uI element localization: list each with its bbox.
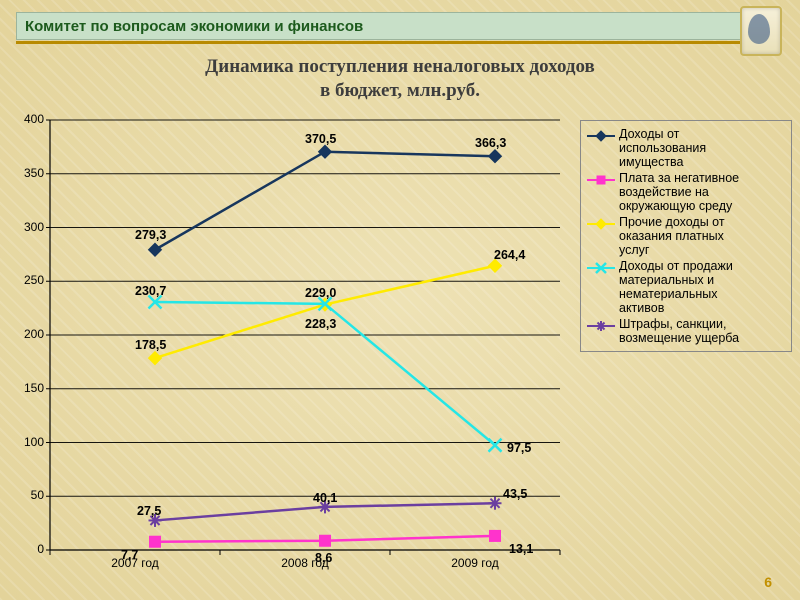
y-tick-label: 150 [14,381,44,395]
legend-label: Доходы от продажи материальных и нематер… [619,259,757,315]
data-label: 8,6 [315,551,332,565]
data-label: 43,5 [503,487,527,501]
data-label: 229,0 [305,286,336,300]
data-label: 27,5 [137,504,161,518]
legend-label: Доходы от использования имущества [619,127,757,169]
y-tick-label: 100 [14,435,44,449]
legend-item: Прочие доходы от оказания платных услуг [587,215,757,257]
legend-label: Плата за негативное воздействие на окруж… [619,171,757,213]
legend-item: Доходы от продажи материальных и нематер… [587,259,757,315]
data-label: 7,7 [121,548,138,562]
data-label: 366,3 [475,136,506,150]
legend-item: Плата за негативное воздействие на окруж… [587,171,757,213]
x-tick-label: 2009 год [390,556,560,570]
data-label: 230,7 [135,284,166,298]
data-label: 279,3 [135,228,166,242]
y-tick-label: 400 [14,112,44,126]
y-tick-label: 350 [14,166,44,180]
legend-item: Доходы от использования имущества [587,127,757,169]
data-label: 40,1 [313,491,337,505]
data-label: 178,5 [135,338,166,352]
data-label: 97,5 [507,441,531,455]
y-tick-label: 0 [14,542,44,556]
data-label: 228,3 [305,317,336,331]
page-number: 6 [764,574,772,590]
y-tick-label: 50 [14,488,44,502]
legend-label: Штрафы, санкции, возмещение ущерба [619,317,757,345]
y-tick-label: 300 [14,220,44,234]
data-label: 264,4 [494,248,525,262]
data-label: 370,5 [305,132,336,146]
x-tick-label: 2008 год [220,556,390,570]
y-tick-label: 200 [14,327,44,341]
y-tick-label: 250 [14,273,44,287]
legend-item: Штрафы, санкции, возмещение ущерба [587,317,757,345]
legend-label: Прочие доходы от оказания платных услуг [619,215,757,257]
data-label: 13,1 [509,542,533,556]
legend: Доходы от использования имуществаПлата з… [580,120,792,352]
